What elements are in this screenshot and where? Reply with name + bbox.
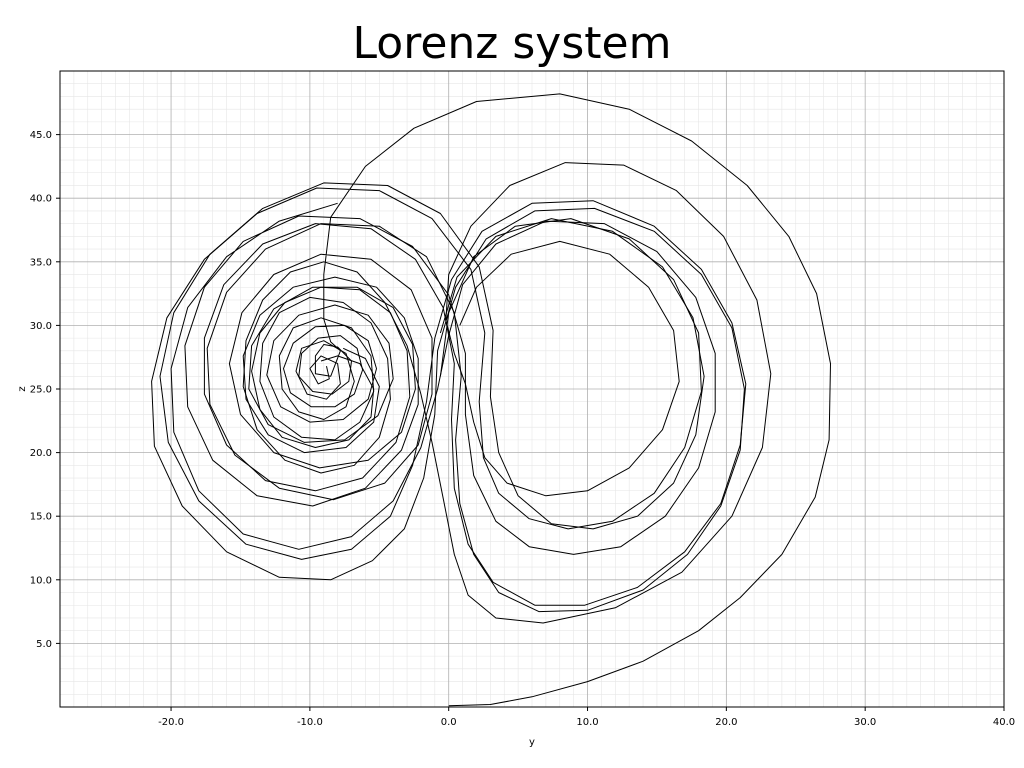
x-tick-label: 0.0 <box>441 717 457 728</box>
x-tick-label: -20.0 <box>158 717 184 728</box>
x-axis-ticks: -20.0 -10.0 0.0 10.0 20.0 30.0 40.0 <box>158 707 1015 728</box>
y-tick-label: 10.0 <box>30 575 52 586</box>
y-tick-label: 25.0 <box>30 385 52 396</box>
y-tick-label: 20.0 <box>30 448 52 459</box>
y-axis-label: z <box>17 386 28 391</box>
trajectory-line <box>170 202 716 555</box>
x-tick-label: 30.0 <box>854 717 876 728</box>
y-tick-label: 35.0 <box>30 257 52 268</box>
trajectory-line <box>242 162 772 624</box>
y-tick-label: 40.0 <box>30 194 52 205</box>
y-tick-label: 5.0 <box>36 639 52 650</box>
x-tick-label: 40.0 <box>993 717 1015 728</box>
x-tick-label: 20.0 <box>715 717 737 728</box>
y-tick-label: 15.0 <box>30 512 52 523</box>
trajectory-line <box>159 182 747 606</box>
major-gridlines <box>60 71 1005 707</box>
y-tick-label: 45.0 <box>30 130 52 141</box>
y-tick-label: 30.0 <box>30 321 52 332</box>
y-axis-ticks: 5.0 10.0 15.0 20.0 25.0 30.0 35.0 40.0 45.0 <box>30 130 60 650</box>
data-lines <box>151 93 831 707</box>
chart-title: Lorenz system <box>353 18 672 69</box>
x-tick-label: 10.0 <box>576 717 598 728</box>
trajectory-line <box>151 93 831 707</box>
x-tick-label: -10.0 <box>297 717 323 728</box>
x-axis-label: y <box>529 737 535 748</box>
